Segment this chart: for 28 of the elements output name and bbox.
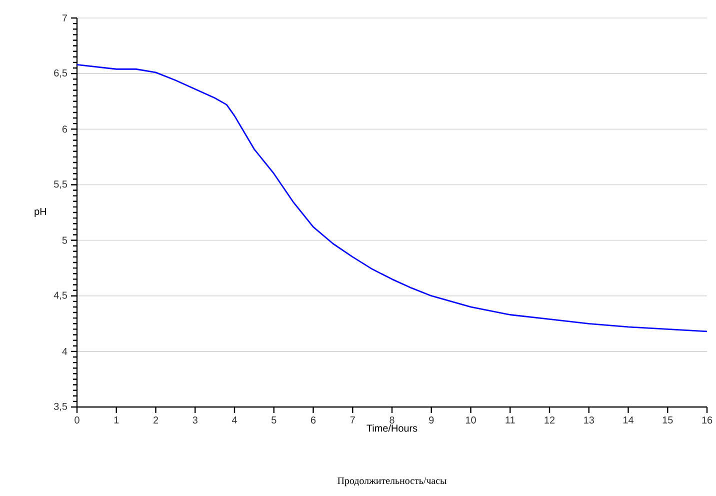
x-tick-label: 1 xyxy=(114,416,119,424)
x-tick-label: 4 xyxy=(232,416,237,424)
y-tick-label: 6,5 xyxy=(54,69,68,78)
x-tick-label: 14 xyxy=(623,416,634,424)
x-tick-label: 10 xyxy=(466,416,476,424)
x-tick-label: 9 xyxy=(429,416,434,424)
y-tick-label: 7 xyxy=(62,14,67,22)
y-tick-label: 3,5 xyxy=(54,402,68,412)
x-tick-label: 8 xyxy=(390,416,394,424)
x-axis-title: Time/Hours xyxy=(366,424,418,432)
x-tick-label: 2 xyxy=(153,416,158,424)
y-tick-label: 5,5 xyxy=(54,180,68,189)
x-tick-label: 7 xyxy=(350,416,355,424)
y-axis-title: pH xyxy=(34,208,46,217)
x-tick-label: 16 xyxy=(702,416,712,424)
x-tick-label: 12 xyxy=(544,416,555,424)
text: Продолжительность/часы xyxy=(338,477,447,486)
x-tick-label: 11 xyxy=(506,416,515,424)
y-tick-label: 5 xyxy=(62,236,68,244)
x-tick-label: 13 xyxy=(584,416,594,424)
x-tick-label: 3 xyxy=(192,416,198,424)
x-tick-label: 6 xyxy=(310,416,316,424)
y-tick-label: 4,5 xyxy=(54,292,68,300)
y-tick-label: 6 xyxy=(62,126,68,133)
y-tick-label: 4 xyxy=(62,348,68,355)
x-tick-label: 15 xyxy=(662,416,673,424)
x-tick-label: 5 xyxy=(272,416,276,424)
x-tick-label: 0 xyxy=(74,416,80,424)
